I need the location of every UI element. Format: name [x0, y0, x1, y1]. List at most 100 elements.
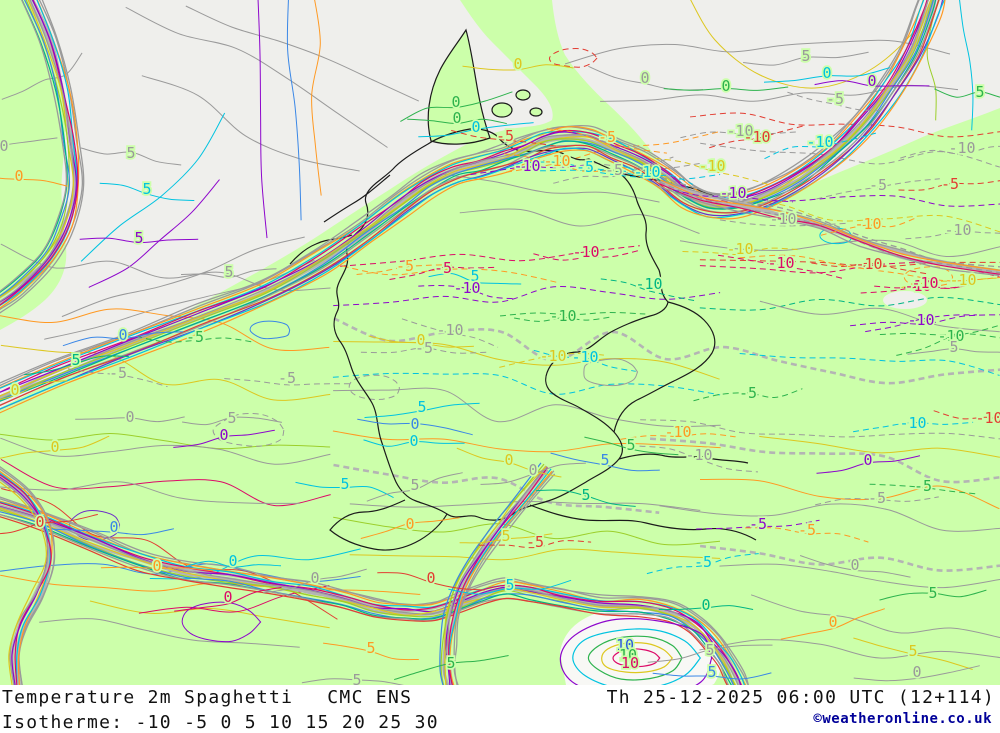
austria-border — [529, 453, 757, 541]
contour-label: 5 — [470, 267, 479, 285]
contour-label: -10 — [944, 221, 971, 239]
chart-title: Temperature 2m Spaghetti — [2, 687, 294, 708]
contour-label: 0 — [409, 432, 418, 450]
contour-label: -10 — [911, 274, 938, 292]
contour-label: -5 — [109, 364, 127, 382]
contour-label: 5 — [410, 476, 419, 494]
contour-label: -10 — [719, 184, 746, 202]
contour-label: -10 — [726, 122, 753, 140]
contour-label: -5 — [186, 328, 204, 346]
contour-label: 0 — [451, 93, 460, 111]
contour-label: -5 — [749, 515, 767, 533]
isotherme-values: -10 -5 0 5 10 15 20 25 30 — [135, 712, 439, 733]
contour-label: -10 — [436, 321, 463, 339]
model-name: CMC ENS — [327, 687, 413, 708]
contour-label: -5 — [826, 90, 844, 108]
contour-label: -10 — [685, 446, 712, 464]
contour-label: -10 — [769, 210, 796, 228]
contour-label: 0 — [721, 77, 730, 95]
contour-label: -5 — [278, 369, 296, 387]
contour-label: -5 — [868, 489, 886, 507]
contour-label: 10 — [621, 654, 639, 672]
contour-label: -10 — [635, 275, 662, 293]
contour-label: -10 — [726, 240, 753, 258]
contour-label: 5 — [626, 436, 635, 454]
contour-label: 0 — [405, 515, 414, 533]
copyright-watermark: ©weatheronline.co.uk — [813, 711, 992, 727]
contour-label: -5 — [434, 259, 452, 277]
contour-label: 0 — [513, 55, 522, 73]
contour-label: 5 — [446, 654, 455, 672]
denmark-outline — [427, 28, 543, 145]
contour-label: -10 — [571, 348, 598, 366]
contour-label: -10 — [904, 277, 931, 295]
contour-label: -5 — [496, 127, 514, 145]
contour-label: 5 — [352, 671, 361, 685]
contour-label: 0 — [118, 326, 127, 344]
contour-label: -10 — [743, 128, 770, 146]
contour-label: -10 — [572, 243, 599, 261]
contour-label: 5 — [501, 527, 510, 545]
contour-label: -10 — [899, 414, 926, 432]
contour-label: 5 — [908, 642, 917, 660]
contour-label: -5 — [694, 553, 712, 571]
contour-label: -10 — [549, 307, 576, 325]
contour-label: -10 — [948, 139, 975, 157]
contour-label: -10 — [633, 163, 660, 181]
contour-label: -5 — [941, 175, 959, 193]
contour-label: 0 — [850, 556, 859, 574]
contour-label: 5 — [366, 639, 375, 657]
caption-bar: Temperature 2m Spaghetti CMC ENS Th 25-12… — [0, 685, 1000, 733]
contour-label: 0 — [912, 663, 921, 681]
contour-label: 0 — [152, 557, 161, 575]
contour-label: 5 — [801, 47, 810, 65]
contour-label: 0 — [828, 613, 837, 631]
contour-label: -10 — [855, 255, 882, 273]
contour-label: -5 — [869, 176, 887, 194]
contour-label: 5 — [71, 351, 80, 369]
contour-label: -10 — [937, 327, 964, 345]
contour-label: 0 — [125, 408, 134, 426]
contour-label: 5 — [142, 180, 151, 198]
contour-label: -10 — [949, 271, 976, 289]
contour-label: -10 — [539, 347, 566, 365]
contour-label: -10 — [806, 133, 833, 151]
contour-label: -10 — [513, 157, 540, 175]
contour-label: 5 — [975, 83, 984, 101]
contour-label: -10 — [453, 279, 480, 297]
contour-label: -10 — [975, 409, 1000, 427]
contour-label: 0 — [504, 451, 513, 469]
contour-label: 5 — [581, 486, 590, 504]
contour-label: -10 — [543, 152, 570, 170]
contour-label: 5 — [126, 144, 135, 162]
contour-label: -10 — [767, 254, 794, 272]
contour-label: -5 — [914, 477, 932, 495]
contour-label: -5 — [576, 158, 594, 176]
contour-label: 5 — [705, 641, 714, 659]
contour-label: 0 — [701, 596, 710, 614]
contour-label: 0 — [452, 109, 461, 127]
contour-label: 10 — [616, 636, 634, 654]
contour-label: 0 — [640, 69, 649, 87]
weather-map-figure: 0 0 5 5 5 0 0 0 0 0 -5 -5 -10 -10 -5 -10 -5 0 5 0 0 -5 -10 -10-… — [0, 0, 1000, 685]
contour-label: 0 — [410, 415, 419, 433]
contour-label: -10 — [907, 311, 934, 329]
contour-label: -10 — [854, 215, 881, 233]
contour-label: -10 — [698, 157, 725, 175]
contour-label: 5 — [134, 229, 143, 247]
contour-label: -5 — [739, 384, 757, 402]
contour-label: 0 — [35, 513, 44, 531]
contour-label: 5 — [600, 451, 609, 469]
contour-label: 5 — [417, 398, 426, 416]
czech-border — [613, 301, 716, 433]
switzerland-border — [329, 499, 448, 551]
contour-label: 5 — [340, 475, 349, 493]
contour-label: 5 — [224, 263, 233, 281]
contour-label: 0 — [10, 381, 19, 399]
contour-label: 0 — [426, 569, 435, 587]
contour-label: -5 — [798, 521, 816, 539]
valid-time: Th 25-12-2025 06:00 UTC (12+114) — [606, 687, 995, 708]
contour-label: 5 — [949, 338, 958, 356]
